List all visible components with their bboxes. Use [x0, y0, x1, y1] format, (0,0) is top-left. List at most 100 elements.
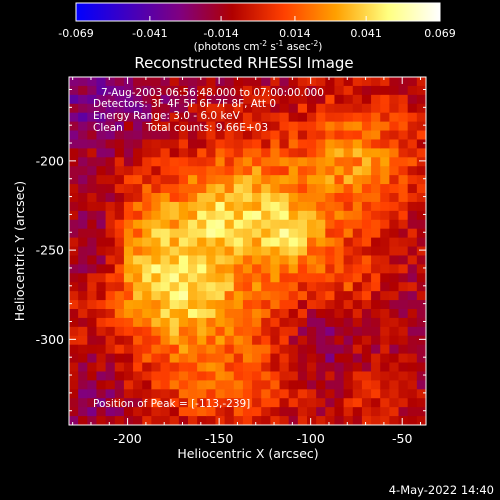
heatmap-cell — [78, 237, 88, 248]
heatmap-cell — [334, 344, 345, 355]
heatmap-cell — [114, 282, 125, 292]
heatmap-cell — [215, 389, 226, 399]
heatmap-cell — [297, 94, 308, 105]
heatmap-cell — [105, 193, 116, 203]
heatmap-cell — [361, 353, 372, 364]
heatmap-cell — [87, 416, 98, 425]
heatmap-cell — [389, 389, 400, 399]
heatmap-cell — [215, 157, 226, 167]
heatmap-cell — [197, 94, 207, 105]
heatmap-cell — [169, 282, 180, 292]
heatmap-cell — [151, 121, 162, 132]
heatmap-cell — [114, 157, 125, 167]
heatmap-cell — [352, 407, 363, 417]
heatmap-cell — [188, 77, 198, 87]
heatmap-cell — [380, 77, 390, 87]
heatmap-cell — [279, 175, 290, 185]
heatmap-cell — [123, 389, 134, 399]
heatmap-cell — [316, 380, 326, 390]
heatmap-cell — [371, 77, 381, 87]
heatmap-cell — [96, 344, 107, 355]
heatmap-cell — [96, 166, 107, 176]
heatmap-cell — [105, 121, 116, 132]
heatmap-cell — [233, 157, 244, 167]
heatmap-cell — [288, 335, 299, 346]
heatmap-cell — [114, 210, 125, 221]
heatmap-cell — [114, 94, 125, 105]
heatmap-cell — [316, 407, 326, 417]
heatmap-cell — [169, 255, 180, 265]
heatmap-cell — [78, 130, 88, 141]
heatmap-cell — [224, 326, 235, 337]
heatmap-cell — [270, 362, 281, 373]
heatmap-cell — [288, 112, 299, 123]
heatmap-cell — [169, 291, 180, 301]
heatmap-cell — [114, 407, 125, 417]
heatmap-cell — [69, 77, 79, 87]
heatmap-cell — [206, 398, 217, 408]
heatmap-cell — [307, 255, 317, 265]
heatmap-cell — [233, 201, 244, 212]
heatmap-cell — [307, 148, 317, 158]
heatmap-cell — [87, 166, 98, 176]
heatmap-cell — [114, 416, 125, 425]
heatmap-cell — [279, 103, 290, 114]
heatmap-cell — [78, 228, 88, 239]
heatmap-cell — [96, 193, 107, 203]
heatmap-cell — [325, 103, 336, 114]
heatmap-cell — [261, 175, 271, 185]
heatmap-cell — [270, 416, 281, 425]
heatmap-cell — [178, 362, 189, 373]
heatmap-cell — [279, 228, 290, 239]
heatmap-cell — [407, 371, 418, 381]
heatmap-cell — [178, 103, 189, 114]
heatmap-cell — [142, 219, 152, 230]
heatmap-cell — [270, 282, 281, 292]
heatmap-cell — [69, 166, 79, 176]
heatmap-cell — [380, 344, 390, 355]
heatmap-cell — [197, 326, 207, 337]
heatmap-cell — [142, 317, 152, 328]
heatmap-cell — [123, 255, 134, 265]
heatmap-cell — [242, 94, 253, 105]
heatmap-cell — [252, 371, 262, 381]
heatmap-cell — [197, 103, 207, 114]
heatmap-cell — [178, 326, 189, 337]
heatmap-cell — [142, 300, 152, 310]
heatmap-cell — [233, 175, 244, 185]
heatmap-cell — [87, 201, 98, 212]
heatmap-cell — [325, 380, 336, 390]
heatmap-cell — [78, 317, 88, 328]
heatmap-cell — [142, 237, 152, 248]
heatmap-cell — [242, 282, 253, 292]
heatmap-cell — [96, 353, 107, 364]
annotation-detectors: Detectors: 3F 4F 5F 6F 7F 8F, Att 0 — [93, 98, 276, 110]
heatmap-cell — [87, 273, 98, 283]
heatmap-cell — [96, 416, 107, 425]
heatmap-cell — [352, 201, 363, 212]
heatmap-cell — [371, 103, 381, 114]
heatmap-cell — [361, 130, 372, 141]
heatmap-cell — [361, 201, 372, 212]
heatmap-cell — [361, 398, 372, 408]
heatmap-cell — [169, 264, 180, 274]
heatmap-cell — [133, 85, 143, 96]
heatmap-cell — [133, 291, 143, 301]
heatmap-cell — [133, 103, 143, 114]
heatmap-cell — [78, 398, 88, 408]
heatmap-cell — [215, 139, 226, 149]
heatmap-cell — [279, 362, 290, 373]
heatmap-cell — [69, 371, 79, 381]
heatmap-cell — [142, 184, 152, 194]
heatmap-cell — [87, 77, 98, 87]
heatmap-cell — [133, 353, 143, 364]
heatmap-cell — [242, 300, 253, 310]
heatmap-cell — [160, 121, 171, 132]
heatmap-cell — [206, 264, 217, 274]
heatmap-cell — [69, 228, 79, 239]
heatmap-cell — [87, 112, 98, 123]
heatmap-cell — [151, 380, 162, 390]
heatmap-cell — [334, 166, 345, 176]
heatmap-cell — [169, 139, 180, 149]
heatmap-cell — [416, 139, 426, 149]
